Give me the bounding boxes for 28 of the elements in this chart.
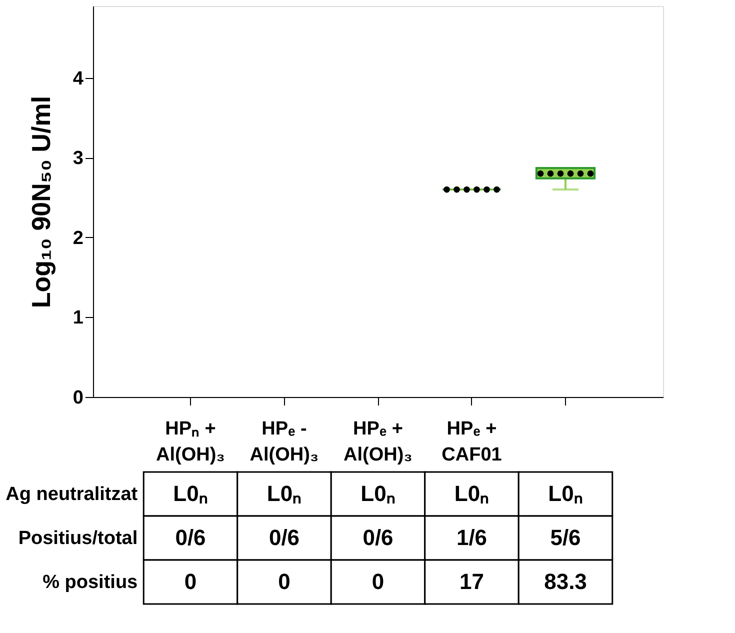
x-tick-label: HPₑ + Al(OH)₃ (344, 418, 412, 466)
text: 0/6 (175, 525, 206, 550)
text: L0ₙ (173, 481, 208, 506)
text: 0 (184, 569, 197, 594)
text: L0ₙ (360, 481, 396, 506)
text: 0 (278, 569, 290, 594)
y-axis-title: Log₁₀ 90N₅₀ U/ml (26, 96, 56, 308)
text: L0ₙ (266, 481, 302, 506)
text: 5/6 (550, 525, 581, 550)
y-tick-label: 0 (72, 388, 84, 408)
text: L0ₙ (548, 481, 583, 506)
text: 0 (372, 569, 384, 594)
x-tick-label: HPₑ + CAF01 (442, 418, 502, 466)
text: % positius (42, 572, 138, 593)
text: Positius/total (18, 528, 138, 549)
text: 1/6 (456, 525, 488, 550)
text: L0ₙ (454, 481, 490, 506)
text: 17 (460, 569, 484, 594)
y-tick-label: 4 (72, 68, 84, 90)
text: 0/6 (268, 525, 300, 550)
text: Ag neutralitzat (6, 484, 138, 505)
x-tick-label: HPₙ + Al(OH)₃ (156, 418, 225, 466)
x-tick-label: HPₑ - Al(OH)₃ (250, 418, 319, 466)
y-tick-label: 3 (72, 148, 84, 170)
y-tick-label: 1 (72, 308, 84, 329)
y-tick-label: 2 (72, 228, 84, 249)
text: 0/6 (362, 525, 394, 550)
text: 83.3 (544, 569, 587, 594)
